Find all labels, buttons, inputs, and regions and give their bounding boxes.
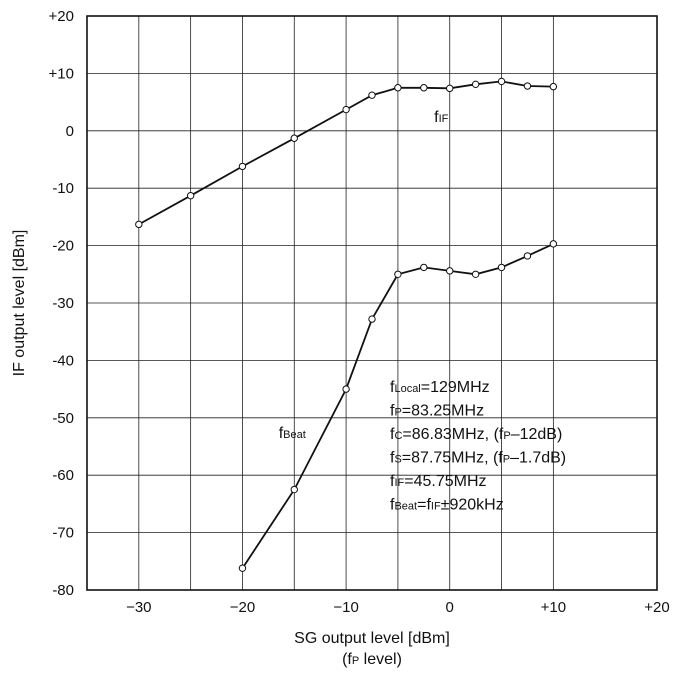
data-point bbox=[238, 564, 247, 572]
data-point bbox=[446, 84, 454, 93]
y-tick-label: -50 bbox=[52, 410, 74, 427]
x-axis-subtitle-post: level) bbox=[359, 651, 402, 668]
y-tick-label: 0 bbox=[66, 123, 74, 140]
data-point bbox=[420, 84, 428, 92]
conditions-annotation: fLocal=129MHz fP=83.25MHz fC=86.83MHz, (fP… bbox=[390, 379, 566, 514]
grid-lines bbox=[87, 16, 657, 590]
x-tick-label: −20 bbox=[230, 599, 255, 616]
condition-line: fBeat=fIF±920kHz bbox=[390, 497, 504, 514]
y-tick-label: -10 bbox=[52, 180, 74, 197]
data-point bbox=[368, 315, 376, 323]
x-axis-ticks: −30 −20 −10 0 +10 +20 bbox=[126, 599, 670, 616]
data-point bbox=[342, 385, 350, 393]
data-point bbox=[394, 270, 402, 278]
data-point bbox=[497, 263, 506, 272]
series-label-beat: fBeat bbox=[279, 425, 306, 442]
data-point bbox=[368, 91, 376, 99]
data-point bbox=[549, 82, 558, 91]
data-point bbox=[523, 252, 532, 260]
plot-frame bbox=[86, 15, 658, 591]
data-point bbox=[135, 220, 143, 229]
data-point bbox=[471, 80, 480, 89]
y-tick-label: -80 bbox=[52, 582, 74, 599]
data-point bbox=[238, 162, 247, 171]
data-point bbox=[420, 263, 428, 272]
y-axis-ticks: +20 +10 0 -10 -20 -30 -40 -50 -60 -70 -80 bbox=[49, 8, 74, 599]
y-tick-label: -20 bbox=[52, 238, 74, 255]
x-axis-title: SG output level [dBm] bbox=[294, 630, 450, 647]
y-tick-label: -60 bbox=[52, 467, 74, 484]
data-point bbox=[290, 134, 298, 142]
data-point bbox=[523, 82, 532, 90]
series-label-if: fIF bbox=[434, 109, 449, 126]
x-tick-label: −10 bbox=[333, 599, 358, 616]
y-tick-label: +20 bbox=[49, 8, 74, 25]
condition-line: fP=83.25MHz bbox=[390, 403, 484, 420]
x-tick-label: 0 bbox=[446, 599, 454, 616]
x-axis-subtitle-pre: (f bbox=[342, 651, 352, 668]
x-tick-label: +20 bbox=[644, 599, 669, 616]
condition-line: fC=86.83MHz, (fP–12dB) bbox=[390, 426, 562, 443]
series-group: fIF fBeat bbox=[135, 77, 558, 572]
x-tick-label: +10 bbox=[541, 599, 566, 616]
y-axis-title: IF output level [dBm] bbox=[11, 230, 28, 377]
y-tick-label: -30 bbox=[52, 295, 74, 312]
data-point bbox=[471, 270, 480, 278]
condition-line: fIF=45.75MHz bbox=[390, 473, 487, 490]
x-tick-label: −30 bbox=[126, 599, 151, 616]
data-point bbox=[186, 191, 195, 200]
condition-line: fS=87.75MHz, (fP–1.7dB) bbox=[390, 450, 566, 467]
data-point bbox=[290, 485, 298, 494]
data-point bbox=[497, 77, 506, 86]
data-point bbox=[549, 240, 558, 248]
data-point bbox=[342, 105, 350, 114]
x-axis-subtitle-sub: P bbox=[352, 655, 359, 667]
y-tick-label: -40 bbox=[52, 352, 74, 369]
x-axis-subtitle: (fP level) bbox=[342, 651, 402, 668]
condition-line: fLocal=129MHz bbox=[390, 379, 490, 396]
y-tick-label: -70 bbox=[52, 525, 74, 542]
y-tick-label: +10 bbox=[49, 65, 74, 82]
data-point bbox=[394, 84, 402, 92]
data-point bbox=[446, 267, 454, 275]
